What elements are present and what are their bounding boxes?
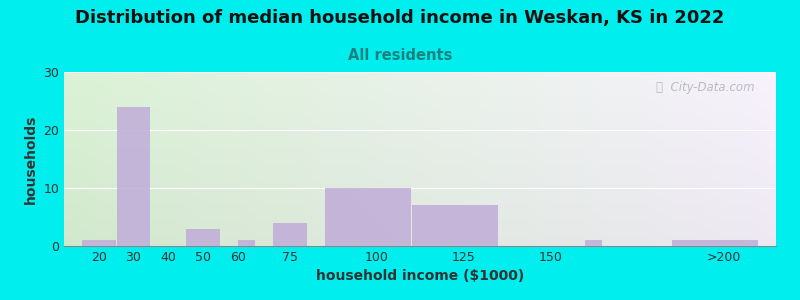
Bar bbox=[586, 240, 602, 246]
Text: ⓘ  City-Data.com: ⓘ City-Data.com bbox=[656, 81, 754, 94]
Text: Distribution of median household income in Weskan, KS in 2022: Distribution of median household income … bbox=[75, 9, 725, 27]
Bar bbox=[412, 206, 498, 246]
Bar bbox=[186, 229, 220, 246]
Bar bbox=[273, 223, 306, 246]
Bar bbox=[325, 188, 410, 246]
X-axis label: household income ($1000): household income ($1000) bbox=[316, 269, 524, 284]
Bar bbox=[117, 107, 150, 246]
Bar bbox=[672, 240, 758, 246]
Bar bbox=[82, 240, 115, 246]
Text: All residents: All residents bbox=[348, 48, 452, 63]
Y-axis label: households: households bbox=[24, 114, 38, 204]
Bar bbox=[238, 240, 254, 246]
